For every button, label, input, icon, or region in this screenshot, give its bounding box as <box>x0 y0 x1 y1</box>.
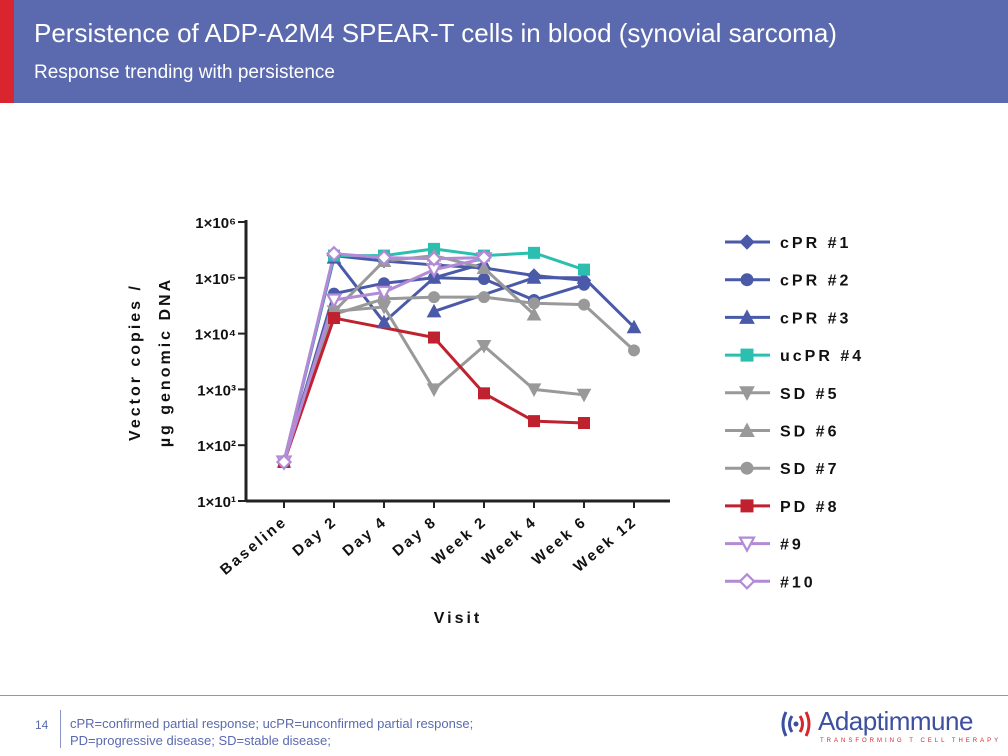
data-point <box>428 331 440 344</box>
legend-marker <box>739 422 755 437</box>
data-point <box>428 291 440 304</box>
footnote-line-1: cPR=confirmed partial response; ucPR=unc… <box>70 716 474 731</box>
page-number: 14 <box>35 718 49 732</box>
data-point <box>478 291 490 304</box>
legend-marker <box>738 572 756 590</box>
slide-subtitle: Response trending with persistence <box>34 62 336 83</box>
legend-marker <box>739 309 755 324</box>
legend-marker <box>740 499 754 513</box>
y-tick-label: 1×10⁵ <box>195 271 236 288</box>
data-point <box>626 319 642 334</box>
x-tick-label: Baseline <box>217 513 291 579</box>
legend-label: cPR #3 <box>780 310 851 327</box>
series-line <box>282 253 585 463</box>
legend-marker <box>740 273 754 287</box>
data-point <box>275 453 293 471</box>
persistence-chart: 1×10⁶1×10⁵1×10⁴1×10³1×10²1×10¹BaselineDa… <box>127 215 864 627</box>
y-tick-label: 1×10⁶ <box>195 215 236 232</box>
x-axis-label: Visit <box>434 610 483 627</box>
y-axis-label-line2: µg genomic DNA <box>157 277 174 447</box>
slide-header: Persistence of ADP-A2M4 SPEAR-T cells in… <box>0 0 1008 103</box>
data-point <box>426 303 442 318</box>
legend-label: cPR #1 <box>780 235 851 252</box>
data-point <box>526 383 542 397</box>
x-tick-label: Day 4 <box>339 513 390 560</box>
series-line <box>282 295 636 463</box>
data-point <box>576 270 592 284</box>
y-tick-label: 1×10⁴ <box>195 327 236 344</box>
data-point <box>578 263 590 276</box>
legend-marker <box>740 461 754 475</box>
data-point <box>526 270 542 284</box>
y-axis-label-line1: Vector copies / <box>127 283 144 441</box>
legend-marker <box>738 536 756 553</box>
legend-label: SD #5 <box>780 386 839 403</box>
logo-wordmark: Adaptimmune <box>818 706 973 736</box>
logo-mark-icon <box>781 711 811 737</box>
data-point <box>478 387 490 400</box>
company-logo: Adaptimmune TRANSFORMING T CELL THERAPY <box>778 704 1003 752</box>
legend-marker <box>740 348 754 362</box>
data-point <box>375 249 393 266</box>
legend-marker <box>739 386 755 401</box>
data-point <box>325 293 343 309</box>
footer-separator <box>60 710 61 748</box>
data-point <box>475 249 493 266</box>
data-point <box>528 297 540 310</box>
data-point <box>578 298 590 311</box>
y-tick-label: 1×10¹ <box>197 494 236 511</box>
x-tick-label: Week 2 <box>429 513 491 569</box>
data-point <box>628 344 640 357</box>
data-point <box>375 285 393 302</box>
data-point <box>526 306 542 321</box>
footer-divider <box>0 695 1008 696</box>
legend-label: PD #8 <box>780 499 839 516</box>
data-point <box>426 383 442 397</box>
x-tick-label: Day 2 <box>289 513 340 560</box>
data-point <box>576 388 592 403</box>
legend-label: #9 <box>780 537 804 554</box>
data-point <box>376 314 392 329</box>
y-tick-label: 1×10² <box>197 438 236 455</box>
data-point <box>478 273 490 286</box>
logo-tagline: TRANSFORMING T CELL THERAPY <box>820 738 1002 744</box>
footnote: cPR=confirmed partial response; ucPR=unc… <box>70 715 590 749</box>
footnote-line-2: PD=progressive disease; SD=stable diseas… <box>70 733 331 748</box>
legend-label: #10 <box>780 574 816 591</box>
slide-title: Persistence of ADP-A2M4 SPEAR-T cells in… <box>34 18 837 48</box>
legend-label: SD #6 <box>780 424 839 441</box>
header-accent-bar <box>0 0 14 103</box>
data-point <box>325 245 343 262</box>
data-point <box>425 250 443 267</box>
data-point <box>578 416 590 429</box>
legend-marker <box>739 234 755 250</box>
data-point <box>476 339 492 354</box>
x-tick-label: Week 4 <box>479 513 541 569</box>
data-point <box>528 246 540 259</box>
legend-label: ucPR #4 <box>780 348 864 365</box>
series-line <box>282 316 585 463</box>
legend-label: SD #7 <box>780 461 839 478</box>
data-point <box>328 312 340 325</box>
legend-label: cPR #2 <box>780 273 851 290</box>
data-point <box>528 415 540 428</box>
y-tick-label: 1×10³ <box>197 382 236 399</box>
